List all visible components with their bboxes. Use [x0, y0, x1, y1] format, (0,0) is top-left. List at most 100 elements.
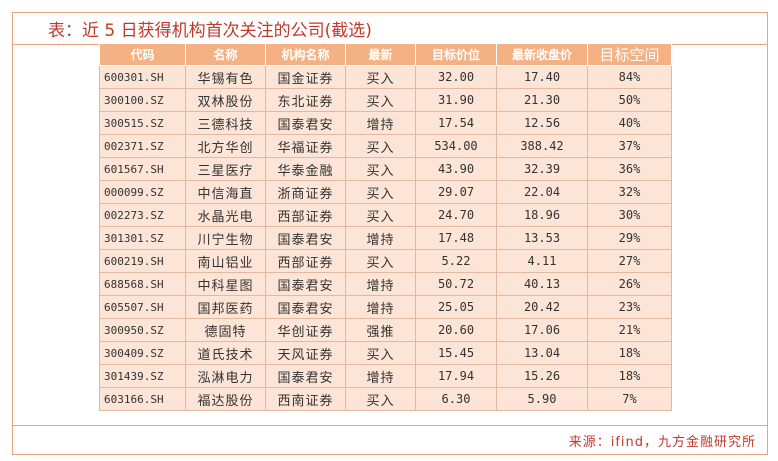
cell-code: 600301.SH	[99, 65, 186, 89]
cell-institution: 国泰君安	[265, 111, 346, 135]
table-header-row: 代码 名称 机构名称 最新 目标价位 最新收盘价 目标空间	[99, 43, 672, 66]
cell-rating: 买入	[345, 134, 416, 158]
cell-rating: 增持	[345, 226, 416, 250]
cell-rating: 增持	[345, 272, 416, 296]
cell-name: 国邦医药	[185, 295, 266, 319]
cell-name: 泓淋电力	[185, 364, 266, 388]
cell-code: 600219.SH	[99, 249, 186, 273]
report-frame	[12, 12, 768, 455]
cell-target-price: 25.05	[415, 295, 497, 319]
cell-name: 川宁生物	[185, 226, 266, 250]
cell-institution: 国泰君安	[265, 295, 346, 319]
cell-target-price: 29.07	[415, 180, 497, 204]
cell-target-price: 31.90	[415, 88, 497, 112]
cell-code: 688568.SH	[99, 272, 186, 296]
header-close-price: 最新收盘价	[496, 43, 588, 66]
cell-close-price: 18.96	[496, 203, 588, 227]
cell-close-price: 15.26	[496, 364, 588, 388]
table-row: 300515.SZ 三德科技 国泰君安 增持 17.54 12.56 40%	[99, 111, 672, 135]
cell-target-price: 17.94	[415, 364, 497, 388]
cell-code: 300950.SZ	[99, 318, 186, 342]
cell-target-upside: 18%	[587, 364, 672, 388]
cell-institution: 国金证券	[265, 65, 346, 89]
table-row: 300950.SZ 德固特 华创证券 强推 20.60 17.06 21%	[99, 318, 672, 342]
cell-code: 300409.SZ	[99, 341, 186, 365]
cell-target-upside: 23%	[587, 295, 672, 319]
cell-target-price: 32.00	[415, 65, 497, 89]
cell-target-price: 20.60	[415, 318, 497, 342]
cell-name: 华锡有色	[185, 65, 266, 89]
cell-code: 002273.SZ	[99, 203, 186, 227]
cell-target-upside: 26%	[587, 272, 672, 296]
cell-name: 道氏技术	[185, 341, 266, 365]
cell-target-upside: 36%	[587, 157, 672, 181]
cell-institution: 华福证券	[265, 134, 346, 158]
cell-close-price: 21.30	[496, 88, 588, 112]
cell-target-price: 50.72	[415, 272, 497, 296]
cell-institution: 华创证券	[265, 318, 346, 342]
table-row: 002371.SZ 北方华创 华福证券 买入 534.00 388.42 37%	[99, 134, 672, 158]
cell-code: 300100.SZ	[99, 88, 186, 112]
cell-name: 中科星图	[185, 272, 266, 296]
cell-close-price: 4.11	[496, 249, 588, 273]
header-target-price: 目标价位	[415, 43, 497, 66]
cell-rating: 增持	[345, 111, 416, 135]
header-target-upside: 目标空间	[587, 43, 672, 66]
header-code: 代码	[99, 43, 186, 66]
cell-institution: 国泰君安	[265, 364, 346, 388]
cell-target-price: 43.90	[415, 157, 497, 181]
cell-target-price: 5.22	[415, 249, 497, 273]
cell-name: 双林股份	[185, 88, 266, 112]
cell-institution: 西部证券	[265, 203, 346, 227]
cell-close-price: 17.06	[496, 318, 588, 342]
cell-target-upside: 32%	[587, 180, 672, 204]
cell-code: 301439.SZ	[99, 364, 186, 388]
table-row: 601567.SH 三星医疗 华泰金融 买入 43.90 32.39 36%	[99, 157, 672, 181]
cell-target-price: 6.30	[415, 387, 497, 411]
cell-close-price: 388.42	[496, 134, 588, 158]
source-note: 来源：ifind，九方金融研究所	[568, 435, 756, 450]
cell-target-upside: 18%	[587, 341, 672, 365]
header-rating: 最新	[345, 43, 416, 66]
cell-target-upside: 50%	[587, 88, 672, 112]
table-row: 603166.SH 福达股份 西南证券 买入 6.30 5.90 7%	[99, 387, 672, 411]
header-institution: 机构名称	[265, 43, 346, 66]
cell-close-price: 12.56	[496, 111, 588, 135]
cell-rating: 增持	[345, 364, 416, 388]
table-row: 301439.SZ 泓淋电力 国泰君安 增持 17.94 15.26 18%	[99, 364, 672, 388]
cell-name: 北方华创	[185, 134, 266, 158]
cell-close-price: 22.04	[496, 180, 588, 204]
cell-rating: 增持	[345, 295, 416, 319]
cell-code: 603166.SH	[99, 387, 186, 411]
cell-close-price: 13.53	[496, 226, 588, 250]
table-row: 301301.SZ 川宁生物 国泰君安 增持 17.48 13.53 29%	[99, 226, 672, 250]
cell-close-price: 17.40	[496, 65, 588, 89]
cell-name: 三星医疗	[185, 157, 266, 181]
cell-institution: 天风证券	[265, 341, 346, 365]
cell-rating: 买入	[345, 157, 416, 181]
stock-table: 代码 名称 机构名称 最新 目标价位 最新收盘价 目标空间 600301.SH 华…	[99, 43, 672, 411]
table-row: 000099.SZ 中信海直 浙商证券 买入 29.07 22.04 32%	[99, 180, 672, 204]
cell-close-price: 40.13	[496, 272, 588, 296]
cell-target-price: 534.00	[415, 134, 497, 158]
source-divider	[12, 425, 768, 426]
cell-target-price: 24.70	[415, 203, 497, 227]
cell-institution: 国泰君安	[265, 226, 346, 250]
cell-target-price: 17.48	[415, 226, 497, 250]
cell-name: 福达股份	[185, 387, 266, 411]
cell-close-price: 20.42	[496, 295, 588, 319]
cell-target-price: 15.45	[415, 341, 497, 365]
cell-target-upside: 7%	[587, 387, 672, 411]
cell-rating: 买入	[345, 203, 416, 227]
cell-target-upside: 21%	[587, 318, 672, 342]
cell-code: 000099.SZ	[99, 180, 186, 204]
cell-code: 301301.SZ	[99, 226, 186, 250]
cell-target-upside: 40%	[587, 111, 672, 135]
cell-code: 300515.SZ	[99, 111, 186, 135]
cell-close-price: 5.90	[496, 387, 588, 411]
cell-rating: 买入	[345, 180, 416, 204]
cell-name: 德固特	[185, 318, 266, 342]
cell-target-upside: 27%	[587, 249, 672, 273]
cell-name: 水晶光电	[185, 203, 266, 227]
cell-target-upside: 29%	[587, 226, 672, 250]
